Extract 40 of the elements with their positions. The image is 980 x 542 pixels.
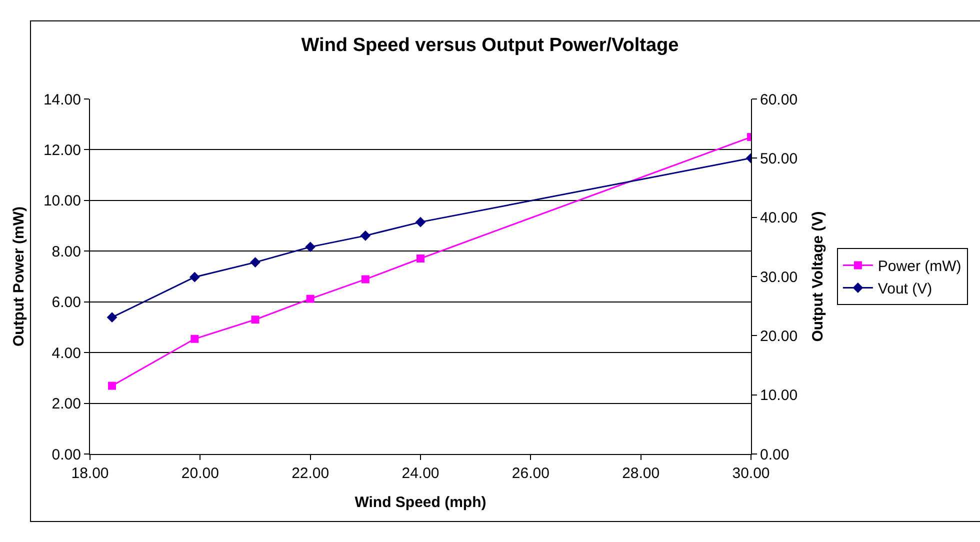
y2-tick-label: 50.00: [760, 150, 798, 168]
point: [251, 316, 260, 324]
x-tick-label: 22.00: [292, 465, 330, 482]
y2-tick-label: 20.00: [760, 328, 798, 345]
x-tick-label: 20.00: [181, 465, 219, 482]
point: [190, 334, 199, 343]
x-tick-label: 24.00: [402, 465, 440, 482]
y-tick-label: 6.00: [52, 294, 81, 312]
y-tick-label: 8.00: [52, 243, 81, 260]
x-axis-title: Wind Speed (mph): [354, 494, 486, 511]
point: [250, 257, 260, 268]
x-tick-label: 30.00: [732, 465, 770, 482]
y2-axis-title: Output Voltage (V): [810, 211, 827, 342]
point: [361, 275, 370, 284]
y2-tick-label: 60.00: [760, 91, 798, 108]
x-tick-label: 18.00: [71, 465, 109, 482]
y-tick-label: 0.00: [52, 446, 81, 464]
x-tick-label: 26.00: [512, 465, 550, 482]
point: [189, 272, 200, 282]
y-tick-label: 4.00: [52, 344, 81, 362]
chart-title: Wind Speed versus Output Power/Voltage: [301, 35, 679, 56]
point: [415, 216, 426, 228]
legend-label: Power (mW): [878, 258, 962, 276]
point: [106, 312, 118, 323]
y-axis-title: Output Power (mW): [10, 206, 28, 346]
point: [306, 294, 314, 303]
y2-tick-label: 40.00: [760, 210, 798, 227]
y-tick-label: 2.00: [52, 396, 81, 413]
point: [416, 254, 424, 262]
y2-tick-label: 10.00: [760, 387, 798, 404]
y-tick-label: 10.00: [43, 192, 81, 210]
legend-label: Vout (V): [878, 280, 932, 298]
point: [108, 382, 116, 390]
y2-tick-label: 30.00: [760, 268, 798, 286]
y-tick-label: 12.00: [43, 142, 81, 159]
y2-tick-label: 0.00: [760, 446, 790, 464]
point: [360, 230, 371, 241]
x-tick-label: 28.00: [622, 465, 660, 482]
point: [305, 242, 316, 252]
y-tick-label: 14.00: [43, 91, 81, 108]
